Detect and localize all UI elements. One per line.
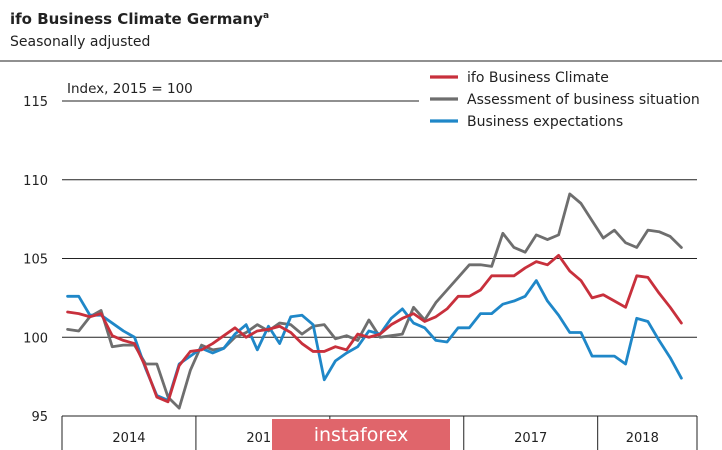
chart-subtitle: Seasonally adjusted <box>10 34 150 50</box>
series-line-ifo-business-climate <box>66 253 683 404</box>
legend-label: Business expectations <box>467 114 623 130</box>
legend-label: Assessment of business situation <box>467 92 700 108</box>
legend: ifo Business Climate Assessment of busine… <box>430 70 700 130</box>
chart-title-text: ifo Business Climate Germany <box>10 10 263 28</box>
x-tick-label: 2018 <box>626 431 659 446</box>
y-tick-label: 115 <box>23 95 48 110</box>
x-tick-label: 2014 <box>112 431 145 446</box>
chart-title-superscript: a <box>263 11 269 21</box>
series-layer <box>66 192 683 410</box>
watermark: instaforex <box>272 419 450 450</box>
legend-label: ifo Business Climate <box>467 70 609 86</box>
y-tick-label: 100 <box>23 331 48 346</box>
y-axis: 95 100 105 110 115 <box>23 95 48 425</box>
x-tick-label: 2015 <box>246 431 279 446</box>
chart-title: ifo Business Climate Germanya <box>10 10 269 28</box>
y-tick-label: 110 <box>23 174 48 189</box>
y-tick-label: 105 <box>23 253 48 268</box>
y-tick-label: 95 <box>31 410 48 425</box>
series-line-assessment-of-business-situation <box>66 192 683 410</box>
y-axis-label: Index, 2015 = 100 <box>67 81 193 97</box>
watermark-text: instaforex <box>314 424 409 446</box>
watermark-banner <box>272 419 450 450</box>
x-tick-label: 2017 <box>514 431 547 446</box>
series-line-business-expectations <box>66 279 683 402</box>
